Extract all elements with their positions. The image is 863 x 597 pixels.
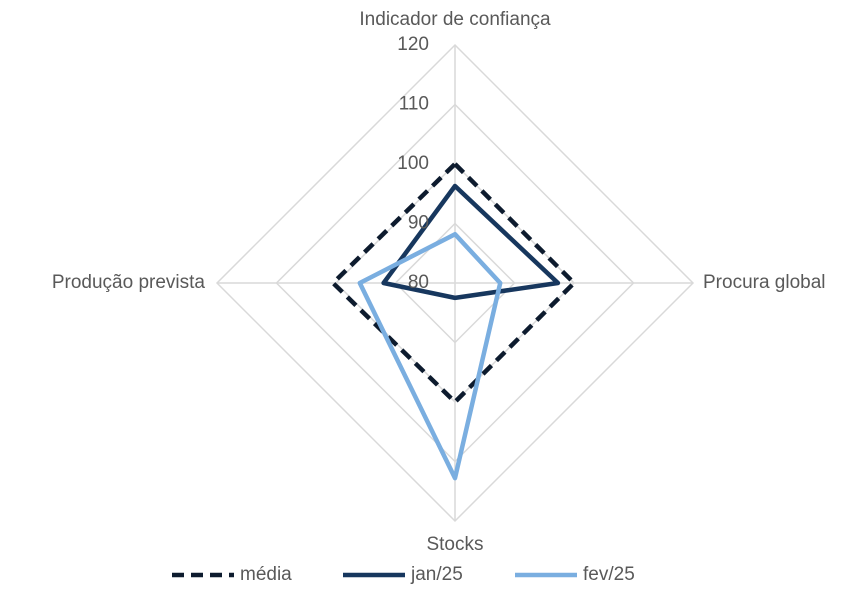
legend-label: fev/25: [583, 564, 635, 585]
r-tick-label: 120: [397, 34, 429, 55]
legend-label: média: [240, 564, 292, 585]
category-label: Indicador de confiança: [359, 9, 551, 30]
category-label: Procura global: [703, 272, 826, 293]
series-line: [381, 183, 561, 301]
legend-label: jan/25: [410, 564, 463, 585]
category-label: Produção prevista: [52, 272, 206, 293]
r-tick-label: 100: [397, 153, 429, 174]
r-tick-label: 110: [399, 94, 429, 115]
series-line: [357, 231, 503, 481]
r-tick-label: 80: [408, 272, 429, 293]
r-tick-label: 90: [408, 213, 429, 234]
category-label: Stocks: [426, 534, 483, 555]
